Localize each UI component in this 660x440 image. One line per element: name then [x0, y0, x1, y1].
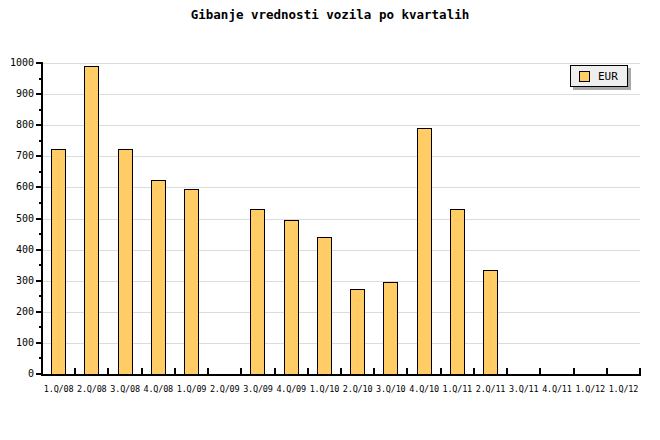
- y-tick-label: 200: [0, 306, 34, 318]
- bar: [417, 128, 432, 376]
- y-tick-label: 700: [0, 150, 34, 162]
- x-tick-label: 1.Q/12: [603, 384, 643, 395]
- legend-swatch-icon: [579, 71, 590, 82]
- y-tick-label: 500: [0, 213, 34, 225]
- plot-area: 010020030040050060070080090010001.Q/082.…: [0, 0, 660, 440]
- y-tick-label: 400: [0, 244, 34, 256]
- y-tick-label: 300: [0, 275, 34, 287]
- bar: [450, 209, 465, 376]
- bar: [250, 209, 265, 376]
- chart-window: Gibanje vrednosti vozila po kvartalih 01…: [0, 0, 660, 440]
- y-tick-label: 800: [0, 119, 34, 131]
- gridline: [43, 125, 640, 126]
- y-tick-label: 0: [0, 368, 34, 380]
- x-axis: [41, 374, 641, 376]
- bar: [51, 149, 66, 377]
- y-axis: [41, 62, 43, 376]
- y-tick-label: 100: [0, 337, 34, 349]
- bar: [84, 66, 99, 376]
- bar: [284, 220, 299, 376]
- y-tick-label: 1000: [0, 57, 34, 69]
- gridline: [43, 94, 640, 95]
- legend-label: EUR: [598, 71, 618, 82]
- bar: [184, 189, 199, 376]
- bar: [383, 282, 398, 376]
- y-tick-label: 900: [0, 88, 34, 100]
- bar: [317, 237, 332, 376]
- legend: EUR: [570, 65, 628, 87]
- bar: [118, 149, 133, 377]
- y-tick-label: 600: [0, 181, 34, 193]
- gridline: [43, 63, 640, 64]
- bar: [151, 180, 166, 376]
- bar: [350, 289, 365, 377]
- bar: [483, 270, 498, 376]
